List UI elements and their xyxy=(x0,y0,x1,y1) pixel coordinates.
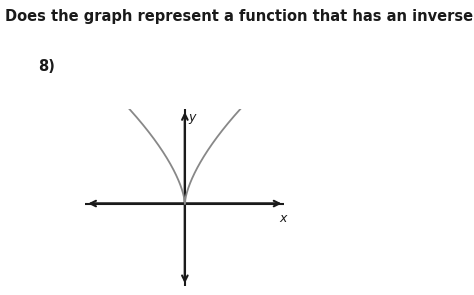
Text: x: x xyxy=(279,212,286,225)
Text: y: y xyxy=(189,111,196,124)
Text: 8): 8) xyxy=(38,59,55,74)
Text: Does the graph represent a function that has an inverse function?: Does the graph represent a function that… xyxy=(5,9,474,24)
